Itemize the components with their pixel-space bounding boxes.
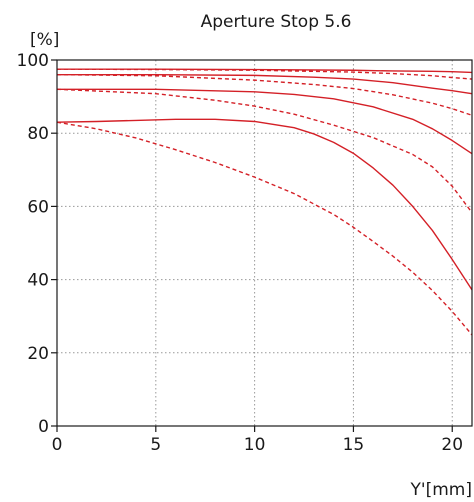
- series-line-1-solid: [57, 68, 473, 74]
- series-line-6-dashed: [56, 88, 473, 214]
- y-tick-label: 80: [27, 124, 49, 144]
- series-line-2-dashed: [56, 68, 473, 80]
- y-tick-label: 100: [17, 51, 49, 71]
- y-tick-labels: 0 20 40 60 80 100: [17, 51, 49, 437]
- series-line-3-solid: [57, 73, 473, 95]
- y-tick-label: 40: [27, 271, 49, 291]
- x-tick-label: 15: [343, 435, 365, 455]
- axis-ticks: [51, 59, 453, 432]
- series-line-7-solid: [56, 118, 473, 291]
- x-tick-labels: 0 5 10 15 20: [52, 435, 463, 455]
- x-tick-label: 20: [441, 435, 463, 455]
- x-axis-label: Y'[mm]: [410, 480, 472, 500]
- grid-lines: [57, 60, 472, 426]
- series-line-4-dashed: [56, 73, 473, 116]
- y-tick-label: 20: [27, 344, 49, 364]
- x-tick-label: 5: [150, 435, 161, 455]
- plot-frame: [56, 59, 473, 427]
- x-tick-label: 0: [52, 435, 63, 455]
- y-tick-label: 60: [27, 197, 49, 217]
- series-line-8-dashed: [56, 121, 473, 336]
- series-group: [56, 68, 473, 336]
- series-line-5-solid: [57, 88, 473, 155]
- x-tick-label: 10: [244, 435, 266, 455]
- y-axis-label: [%]: [30, 30, 59, 50]
- y-tick-label: 0: [38, 417, 49, 437]
- chart-title: Aperture Stop 5.6: [201, 12, 352, 32]
